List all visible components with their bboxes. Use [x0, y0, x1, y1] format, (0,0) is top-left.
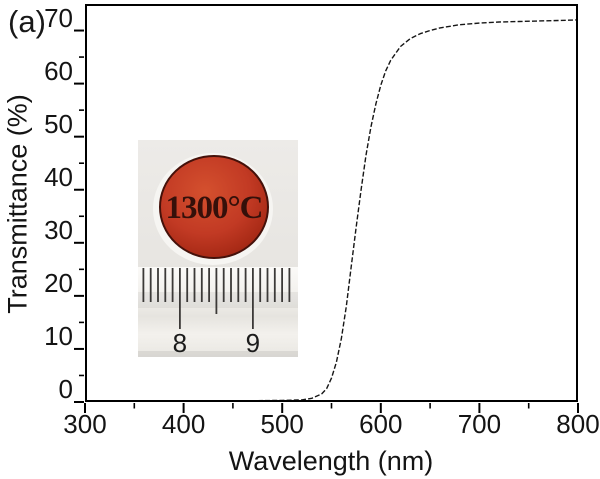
x-tick-label: 600 — [359, 409, 403, 439]
panel-label: (a) — [8, 4, 46, 39]
ruler-ticks — [142, 268, 291, 329]
ruler-number: 9 — [246, 328, 260, 357]
x-tick-label: 500 — [260, 409, 304, 439]
x-tick-label: 400 — [161, 409, 206, 439]
x-axis-title: Wavelength (nm) — [228, 446, 434, 476]
x-tick-label: 700 — [457, 409, 502, 439]
transmittance-curve — [85, 19, 579, 402]
y-tick-label: 20 — [44, 267, 73, 298]
sample-temperature-label: 1300°C — [165, 190, 262, 226]
y-tick-label: 70 — [44, 2, 73, 33]
y-axis-title: Transmittance (%) — [2, 94, 33, 314]
y-tick-label: 0 — [58, 374, 73, 404]
y-tick-label: 10 — [44, 320, 73, 351]
plot-frame — [85, 4, 578, 402]
axis-ticks — [74, 29, 579, 413]
y-tick-label: 60 — [44, 55, 73, 86]
y-tick-label: 40 — [44, 161, 73, 192]
x-tick-label: 300 — [63, 409, 107, 439]
ceramic-disc — [159, 155, 269, 259]
x-tick-label: 800 — [556, 409, 600, 439]
ruler-shading — [138, 292, 298, 308]
ruler-number: 8 — [173, 328, 187, 357]
ruler-shading — [138, 351, 298, 357]
y-tick-label: 30 — [44, 214, 73, 245]
y-tick-label: 50 — [44, 108, 73, 139]
